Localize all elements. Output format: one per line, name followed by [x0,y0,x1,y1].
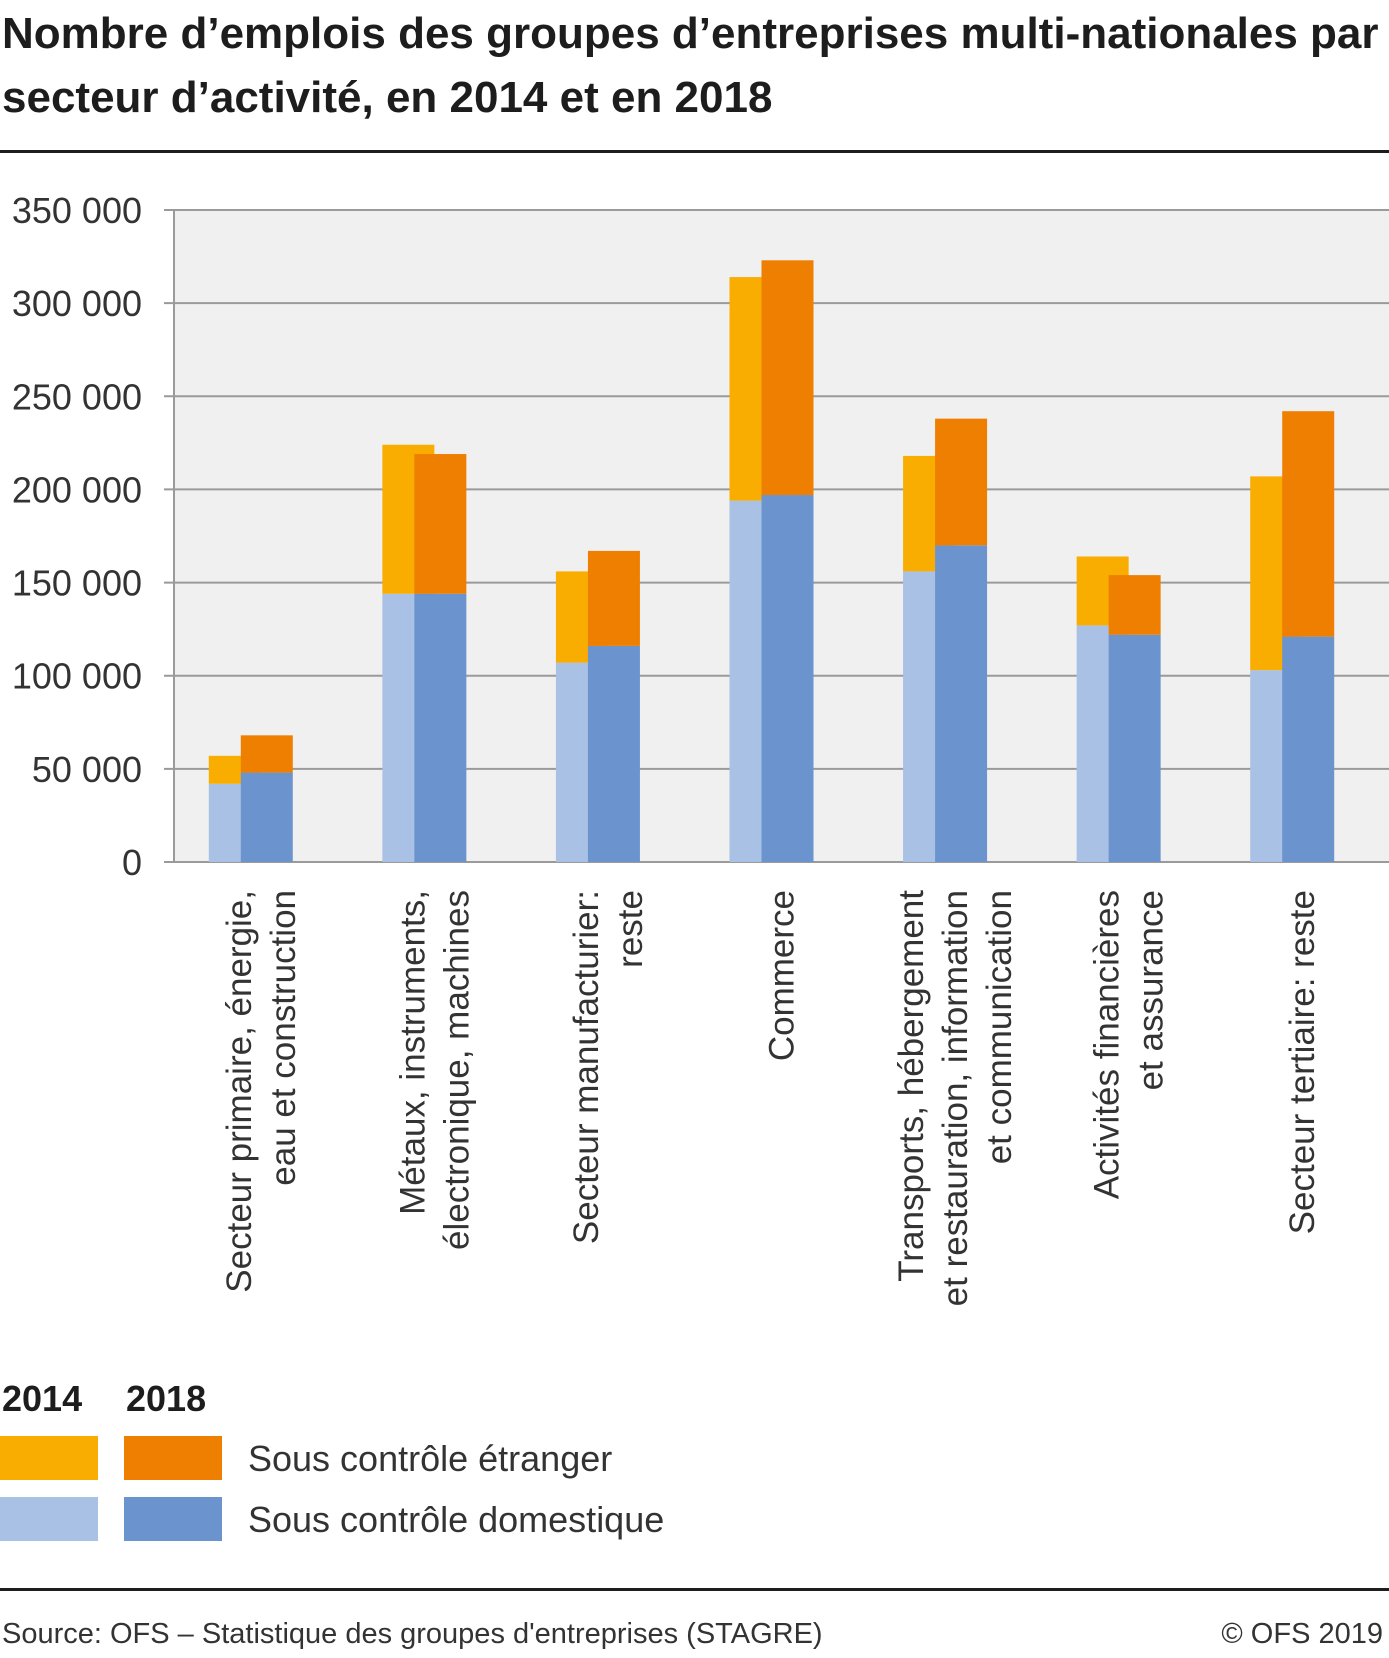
x-category-label: Commerce [763,890,802,1061]
y-tick-label: 50 000 [32,749,142,790]
bar-foreign-2018 [414,454,467,594]
x-category-label: reste [611,890,650,968]
legend-swatch-domestic-2014 [0,1497,98,1541]
x-category-label: Métaux, instruments, [393,890,432,1215]
x-category-label: eau et construction [264,890,303,1186]
x-category-label: Secteur manufacturier: [567,890,606,1244]
footer-source: Source: OFS – Statistique des groupes d'… [2,1618,823,1650]
stacked-bar-chart: 0 50 000 100 000 150 000 200 000 250 000 300 0… [12,190,1389,1306]
bar-foreign-2018 [1282,411,1335,637]
title-divider [0,150,1389,153]
legend-swatch-domestic-2018 [124,1497,222,1541]
x-category-label: Transports, hébergement [892,890,931,1282]
legend-swatch-foreign-2014 [0,1436,98,1480]
legend-year-2014: 2014 [2,1378,83,1419]
y-tick-label: 300 000 [12,283,142,324]
chart-title: Nombre d’emplois des groupes d’entrepris… [2,9,1379,122]
footer-divider [0,1588,1389,1591]
legend-label-foreign: Sous contrôle étranger [248,1438,613,1479]
bar-domestic-2018 [1108,634,1161,862]
x-category-label: Secteur tertiaire: reste [1283,890,1322,1234]
bar-domestic-2018 [761,495,814,862]
bar-foreign-2018 [935,418,988,546]
bar-foreign-2018 [587,550,640,646]
bar-domestic-2018 [1282,636,1335,862]
x-category-label: et assurance [1132,890,1171,1090]
bar-domestic-2018 [587,645,640,862]
y-tick-label: 150 000 [12,563,142,604]
legend-year-2018: 2018 [126,1378,207,1419]
bar-domestic-2018 [414,593,467,862]
x-category-label: Activités financières [1088,890,1127,1199]
x-category-label: Secteur primaire, énergie, [220,890,259,1293]
y-tick-label: 0 [122,842,142,883]
x-category-label: et restauration, information [936,890,975,1306]
bar-foreign-2018 [1108,575,1161,635]
y-tick-label: 350 000 [12,190,142,231]
x-category-label: électronique, machines [437,890,476,1250]
legend-label-domestic: Sous contrôle domestique [248,1499,665,1540]
bar-foreign-2018 [761,260,814,496]
footer-copyright: © OFS 2019 [1221,1618,1383,1650]
bar-foreign-2018 [240,735,293,773]
bar-domestic-2018 [935,545,988,862]
bar-domestic-2018 [240,772,293,862]
y-tick-label: 250 000 [12,376,142,417]
y-tick-label: 200 000 [12,469,142,510]
x-category-label: et communication [980,890,1019,1164]
y-tick-label: 100 000 [12,656,142,697]
legend-swatch-foreign-2018 [124,1436,222,1480]
